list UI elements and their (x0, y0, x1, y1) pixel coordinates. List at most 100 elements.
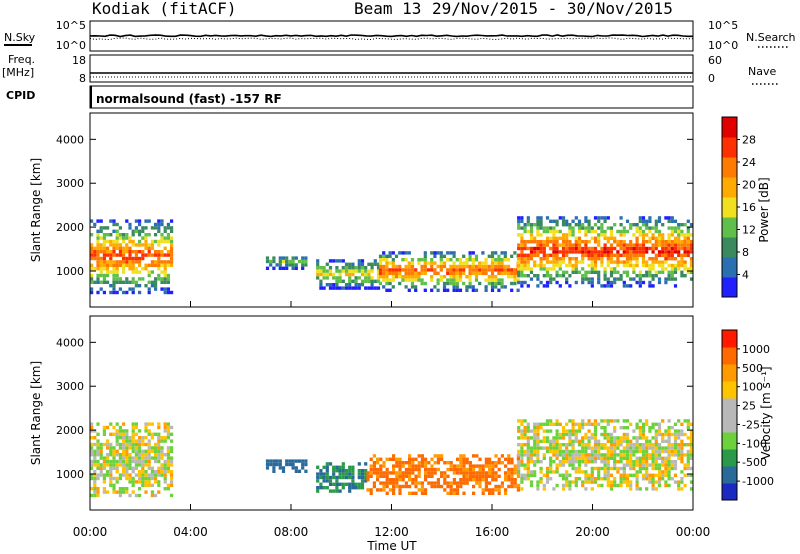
heatmap-cell (112, 246, 116, 250)
heatmap-cell (503, 254, 507, 258)
heatmap-cell (593, 236, 598, 240)
heatmap-cell (625, 446, 630, 450)
heatmap-cell (500, 281, 504, 286)
heatmap-cell (587, 240, 591, 244)
heatmap-cell (657, 443, 662, 447)
heatmap-cell (484, 261, 488, 265)
heatmap-cell (357, 472, 361, 476)
heatmap-cell (125, 256, 129, 261)
heatmap-cell (555, 253, 559, 257)
heatmap-cell (459, 464, 463, 468)
heatmap-cell (609, 233, 614, 237)
heatmap-cell (606, 456, 610, 460)
heatmap-cell (597, 470, 601, 474)
heatmap-cell (625, 477, 630, 481)
heatmap-cell (497, 264, 501, 269)
heatmap-cell (635, 246, 639, 251)
heatmap-cell (378, 258, 383, 262)
heatmap-cell (555, 470, 559, 474)
heatmap-cell (654, 449, 658, 454)
heatmap-cell (638, 487, 642, 491)
heatmap-cell (115, 236, 119, 240)
heatmap-cell (144, 490, 148, 494)
heatmap-cell (510, 478, 514, 482)
heatmap-cell (680, 487, 684, 491)
heatmap-cell (360, 482, 365, 486)
heatmap-cell (571, 453, 575, 457)
heatmap-cell (404, 258, 408, 262)
heatmap-cell (577, 270, 582, 274)
heatmap-cell (558, 463, 562, 467)
heatmap-cell (497, 467, 501, 472)
heatmap-cell (462, 467, 466, 472)
heatmap-cell (587, 473, 591, 477)
heatmap-cell (587, 280, 591, 285)
heatmap-cell (112, 250, 116, 254)
colorbar-tick-label: 25 (742, 400, 756, 413)
heatmap-cell (651, 263, 655, 268)
heatmap-cell (555, 240, 559, 244)
freq-panel-frame (89, 54, 694, 83)
heatmap-cell (565, 456, 569, 460)
heatmap-cell (648, 439, 652, 443)
heatmap-cell (625, 274, 630, 278)
heatmap-cell (147, 253, 151, 257)
heatmap-cell (96, 476, 100, 481)
heatmap-cell (549, 429, 553, 433)
heatmap-cell (600, 432, 604, 437)
heatmap-cell (369, 488, 373, 492)
heatmap-cell (651, 436, 655, 440)
heatmap-cell (138, 250, 142, 254)
heatmap-cell (552, 422, 556, 426)
heatmap-cell (545, 280, 550, 285)
heatmap-cell (163, 425, 167, 430)
heatmap-cell (654, 473, 658, 477)
heatmap-cell (606, 473, 610, 477)
heatmap-cell (616, 263, 620, 268)
heatmap-cell (452, 288, 456, 292)
heatmap-cell (680, 422, 684, 426)
heatmap-cell (465, 481, 469, 485)
heatmap-cell (90, 267, 94, 271)
heatmap-cell (150, 280, 154, 284)
heatmap-cell (144, 429, 148, 433)
heatmap-cell (680, 229, 684, 234)
heatmap-cell (392, 478, 396, 482)
heatmap-cell (398, 268, 402, 272)
heatmap-cell (301, 459, 305, 463)
heatmap-cell (138, 277, 142, 281)
heatmap-cell (619, 274, 623, 278)
heatmap-cell (118, 260, 122, 264)
heatmap-cell (465, 461, 469, 465)
heatmap-cell (529, 257, 534, 261)
heatmap-cell (491, 461, 495, 465)
heatmap-cell (163, 473, 167, 477)
heatmap-cell (364, 475, 368, 480)
heatmap-cell (657, 277, 662, 281)
heatmap-cell (468, 467, 472, 472)
heatmap-cell (376, 276, 381, 280)
heatmap-cell (520, 473, 524, 477)
heatmap-cell (411, 461, 415, 465)
colorbar-tick-label: 12 (742, 224, 756, 237)
heatmap-cell (112, 459, 116, 464)
heatmap-cell (122, 446, 126, 450)
heatmap-cell (134, 250, 138, 254)
heatmap-cell (507, 484, 511, 489)
heatmap-cell (600, 253, 604, 257)
heatmap-cell (680, 257, 684, 261)
heatmap-cell (291, 263, 295, 267)
heatmap-cell (520, 243, 524, 247)
heatmap-cell (561, 257, 566, 261)
heatmap-cell (96, 453, 100, 457)
heatmap-cell (539, 243, 543, 247)
heatmap-cell (500, 484, 504, 489)
heatmap-cell (364, 479, 368, 483)
heatmap-cell (401, 268, 405, 272)
heatmap-cell (523, 449, 527, 454)
heatmap-cell (369, 491, 373, 495)
heatmap-cell (539, 470, 543, 474)
heatmap-cell (689, 243, 694, 247)
heatmap-cell (102, 487, 106, 491)
